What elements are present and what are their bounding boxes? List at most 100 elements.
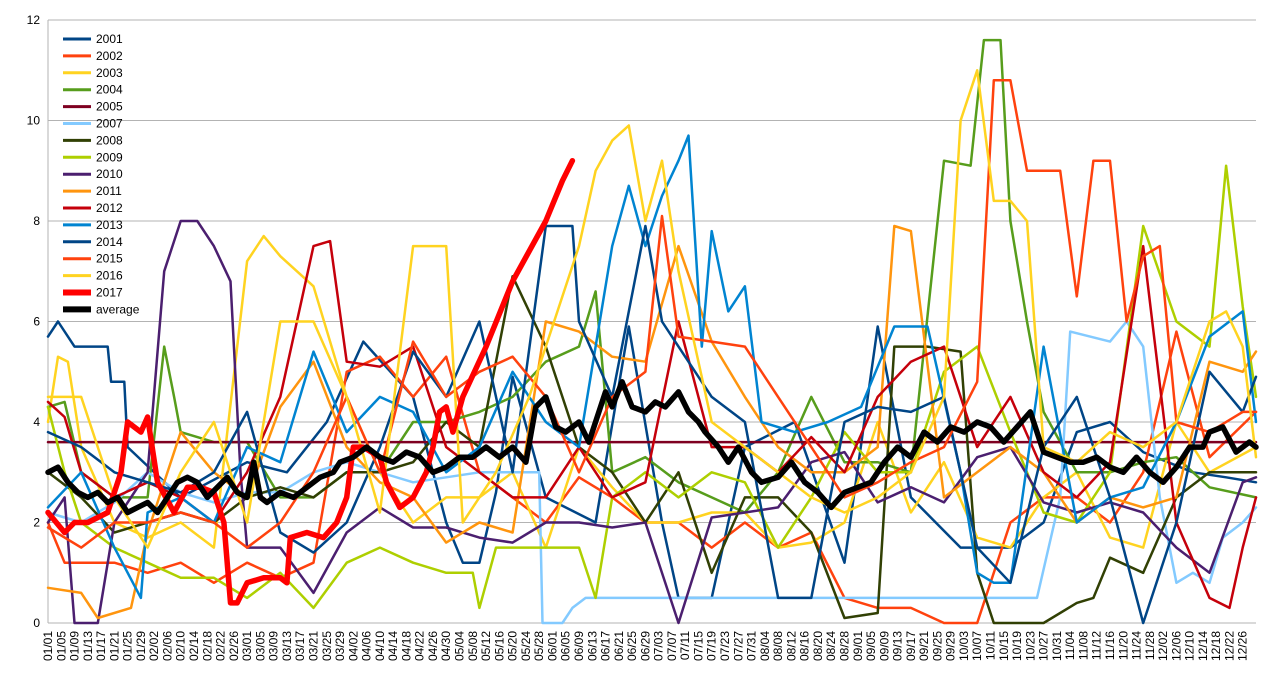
- x-tick-label: 06/29: [638, 631, 652, 661]
- x-tick-label: 12/10: [1183, 631, 1197, 661]
- legend-label-2017: 2017: [96, 286, 123, 300]
- x-tick-label: 09/29: [944, 631, 958, 661]
- x-tick-label: 05/24: [519, 631, 533, 661]
- x-tick-label: 06/13: [585, 631, 599, 661]
- y-tick-label: 12: [27, 13, 41, 27]
- series-line-2016: [46, 69, 1258, 549]
- x-tick-label: 02/06: [160, 631, 174, 661]
- x-tick-label: 03/17: [293, 631, 307, 661]
- x-tick-label: 01/13: [81, 631, 95, 661]
- series-line-2015: [46, 79, 1258, 549]
- legend: 2001 2002 2003 2004 2005 2007 2008 2009 2010 2011…: [63, 32, 140, 316]
- x-tick-label: 04/18: [399, 631, 413, 661]
- x-tick-label: 12/02: [1156, 631, 1170, 661]
- series-line-2008: [46, 275, 1258, 625]
- x-tick-label: 05/12: [479, 631, 493, 661]
- x-tick-label: 10/15: [997, 631, 1011, 661]
- x-tick-label: 10/11: [984, 631, 998, 660]
- y-tick-label: 2: [33, 516, 40, 530]
- x-tick-label: 02/14: [187, 631, 201, 661]
- x-tick-label: 02/02: [147, 631, 161, 661]
- y-tick-label: 10: [27, 114, 41, 128]
- x-tick-label: 08/28: [837, 631, 851, 661]
- series-line-2017: [45, 157, 576, 606]
- x-tick-label: 02/10: [174, 631, 188, 661]
- x-tick-label: 07/07: [665, 631, 679, 661]
- x-tick-label: 09/17: [904, 631, 918, 661]
- legend-label-2013: 2013: [96, 218, 123, 232]
- x-tick-label: 03/05: [253, 631, 267, 661]
- x-tick-label: 06/09: [572, 631, 586, 661]
- x-tick-label: 08/24: [824, 631, 838, 661]
- x-tick-label: 12/26: [1236, 631, 1250, 661]
- x-tick-label: 12/22: [1222, 631, 1236, 661]
- series-line-2013: [46, 134, 1258, 600]
- y-axis-tick-labels: 0 2 4 6 8 10 12: [27, 13, 41, 630]
- x-tick-label: 07/31: [745, 631, 759, 661]
- x-tick-label: 03/09: [267, 631, 281, 661]
- x-tick-label: 10/19: [1010, 631, 1024, 661]
- x-tick-label: 10/03: [957, 631, 971, 661]
- x-tick-label: 10/31: [1050, 631, 1064, 661]
- series-line-average: [45, 379, 1259, 516]
- legend-label-average: average: [96, 302, 140, 316]
- x-tick-label: 08/16: [798, 631, 812, 661]
- x-tick-label: 04/14: [386, 631, 400, 661]
- x-tick-label: 09/05: [864, 631, 878, 661]
- x-tick-label: 07/11: [678, 631, 692, 660]
- x-tick-label: 04/02: [346, 631, 360, 661]
- x-tick-label: 09/13: [891, 631, 905, 661]
- x-tick-label: 12/18: [1209, 631, 1223, 661]
- x-tick-label: 03/21: [306, 631, 320, 661]
- x-tick-label: 04/26: [426, 631, 440, 661]
- x-tick-label: 07/23: [718, 631, 732, 661]
- legend-label-2005: 2005: [96, 100, 123, 114]
- x-tick-label: 02/18: [200, 631, 214, 661]
- x-tick-label: 07/27: [731, 631, 745, 661]
- x-tick-label: 06/21: [612, 631, 626, 661]
- x-tick-label: 10/23: [1023, 631, 1037, 661]
- legend-label-2002: 2002: [96, 49, 123, 63]
- legend-label-2014: 2014: [96, 235, 123, 249]
- legend-label-2003: 2003: [96, 66, 123, 80]
- x-tick-label: 04/22: [413, 631, 427, 661]
- x-tick-label: 11/12: [1090, 631, 1104, 660]
- legend-label-2009: 2009: [96, 150, 123, 164]
- x-tick-label: 07/15: [691, 631, 705, 661]
- x-tick-label: 12/14: [1196, 631, 1210, 661]
- x-tick-label: 01/05: [54, 631, 68, 661]
- series-line-2010: [46, 219, 1258, 625]
- x-tick-label: 01/01: [41, 631, 55, 661]
- x-tick-label: 02/26: [227, 631, 241, 661]
- series-line-2003: [46, 234, 1258, 549]
- x-tick-label: 11/08: [1076, 631, 1090, 660]
- legend-label-2007: 2007: [96, 117, 123, 131]
- x-tick-label: 01/09: [68, 631, 82, 661]
- x-tick-label: 08/20: [811, 631, 825, 661]
- x-tick-label: 12/06: [1169, 631, 1183, 661]
- x-tick-label: 01/29: [134, 631, 148, 661]
- legend-label-2015: 2015: [96, 252, 123, 266]
- x-tick-label: 07/03: [652, 631, 666, 661]
- x-tick-label: 06/25: [625, 631, 639, 661]
- legend-label-2016: 2016: [96, 269, 123, 283]
- x-tick-label: 05/04: [453, 631, 467, 661]
- legend-label-2012: 2012: [96, 201, 123, 215]
- x-tick-label: 09/25: [930, 631, 944, 661]
- series-lines: [45, 38, 1259, 625]
- y-tick-label: 8: [33, 214, 40, 228]
- x-tick-label: 11/04: [1063, 631, 1077, 660]
- x-tick-label: 11/24: [1130, 631, 1144, 660]
- x-tick-label: 03/01: [240, 631, 254, 661]
- series-line-2004: [46, 38, 1258, 514]
- x-tick-label: 01/25: [121, 631, 135, 661]
- x-tick-label: 09/01: [851, 631, 865, 661]
- legend-label-2004: 2004: [96, 83, 123, 97]
- x-tick-label: 01/21: [107, 631, 121, 661]
- x-tick-label: 11/16: [1103, 631, 1117, 660]
- x-tick-label: 04/30: [439, 631, 453, 661]
- x-tick-label: 04/10: [373, 631, 387, 661]
- x-tick-label: 04/06: [360, 631, 374, 661]
- legend-label-2001: 2001: [96, 32, 123, 46]
